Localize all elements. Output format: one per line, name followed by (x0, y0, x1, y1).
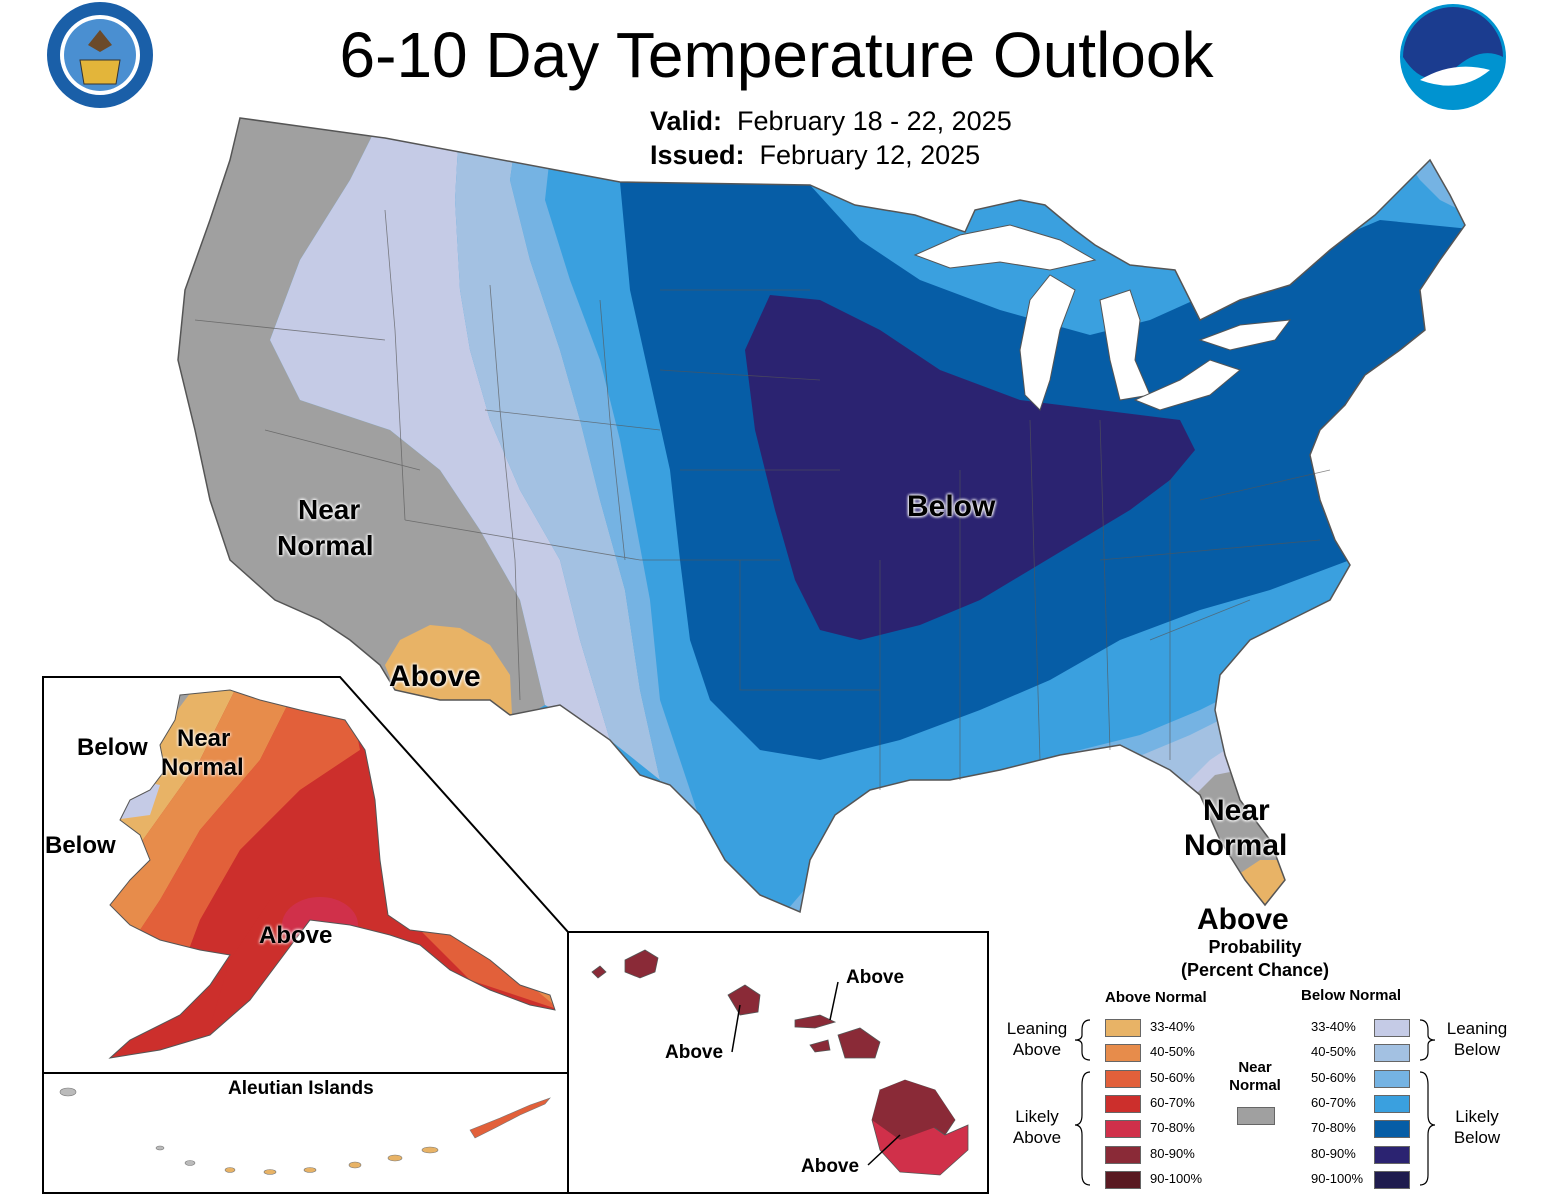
legend-leaning-above-1: Leaning (1006, 1019, 1068, 1038)
legend-above-range-label: 50-60% (1150, 1069, 1195, 1085)
label-ak-normal: Normal (161, 754, 244, 781)
label-west-normal: Normal (277, 530, 374, 561)
issued-value: February 12, 2025 (759, 140, 981, 170)
legend-below-header: Below Normal (1301, 987, 1402, 1004)
legend-above-range-label: 60-70% (1150, 1094, 1195, 1110)
legend-leaning-below-2: Below (1453, 1040, 1501, 1059)
label-hi-above-maui: Above (846, 967, 905, 988)
valid-dates: Valid: February 18 - 22, 2025 (650, 106, 1012, 137)
legend-above-swatch (1105, 1145, 1141, 1164)
legend-below-swatch (1374, 1094, 1410, 1113)
legend-above-swatch (1105, 1094, 1141, 1113)
legend-above-swatch (1105, 1069, 1141, 1088)
label-sw-above: Above (389, 660, 481, 693)
legend-near-swatch (1237, 1107, 1275, 1125)
legend-likely-above-1: Likely (1015, 1107, 1059, 1126)
legend-below-range-label: 50-60% (1311, 1069, 1356, 1085)
legend-below-swatch (1374, 1120, 1410, 1139)
map-title: 6-10 Day Temperature Outlook (339, 19, 1214, 91)
legend-above-range-label: 40-50% (1150, 1044, 1195, 1060)
label-florida-near: Near (1203, 794, 1270, 827)
legend-below-swatch (1374, 1145, 1410, 1164)
legend-near-header-1: Near (1238, 1059, 1272, 1076)
label-hi-above-big-island: Above (801, 1156, 860, 1177)
legend-above-range-label: 33-40% (1150, 1019, 1195, 1034)
legend-title-2: (Percent Chance) (1180, 960, 1330, 980)
legend-near-header-2: Normal (1229, 1077, 1281, 1094)
label-florida-above: Above (1197, 903, 1289, 936)
valid-label: Valid: (650, 106, 723, 136)
legend-leaning-below-1: Leaning (1446, 1019, 1508, 1038)
legend-likely-below-1: Likely (1455, 1107, 1499, 1126)
legend-below-range-label: 33-40% (1311, 1019, 1356, 1034)
legend-above-swatch (1105, 1044, 1141, 1063)
legend-below-swatch (1374, 1069, 1410, 1088)
legend-below-range-label: 90-100% (1311, 1170, 1364, 1186)
valid-value: February 18 - 22, 2025 (737, 106, 1012, 136)
label-ak-near: Near (177, 725, 231, 752)
label-ak-below-nw: Below (77, 734, 148, 761)
legend-above-range-label: 70-80% (1150, 1120, 1195, 1136)
label-florida-normal: Normal (1184, 829, 1288, 862)
legend-likely-above-2: Above (1012, 1128, 1062, 1147)
issued-label: Issued: (650, 140, 745, 170)
commerce-seal-icon (47, 2, 153, 108)
label-hi-above-oahu: Above (665, 1042, 724, 1063)
legend-below-swatch (1374, 1044, 1410, 1063)
legend-above-range-label: 90-100% (1150, 1170, 1203, 1186)
legend-above-range-label: 80-90% (1150, 1145, 1195, 1161)
legend-below-range-label: 70-80% (1311, 1120, 1356, 1136)
legend-above-swatch (1105, 1019, 1141, 1037)
issued-date: Issued: February 12, 2025 (650, 140, 980, 171)
legend-likely-below-2: Below (1453, 1128, 1501, 1147)
noaa-logo-icon (1400, 4, 1506, 110)
legend-below-range-label: 40-50% (1311, 1044, 1356, 1060)
legend-below-range-label: 60-70% (1311, 1094, 1356, 1110)
legend-above-header: Above Normal (1105, 989, 1207, 1006)
label-central-below: Below (907, 490, 996, 523)
legend-below-swatch (1374, 1170, 1410, 1189)
label-ak-above: Above (259, 922, 333, 949)
label-ak-below-w: Below (45, 832, 116, 859)
legend-below-range-label: 80-90% (1311, 1145, 1356, 1161)
label-west-near: Near (298, 494, 361, 525)
aleutian-title: Aleutian Islands (228, 1078, 374, 1099)
legend-above-swatch (1105, 1120, 1141, 1139)
legend-title-1: Probability (1208, 937, 1302, 957)
legend-below-swatch (1374, 1019, 1410, 1037)
legend-above-swatch (1105, 1170, 1141, 1189)
legend-leaning-above-2: Above (1012, 1040, 1062, 1059)
